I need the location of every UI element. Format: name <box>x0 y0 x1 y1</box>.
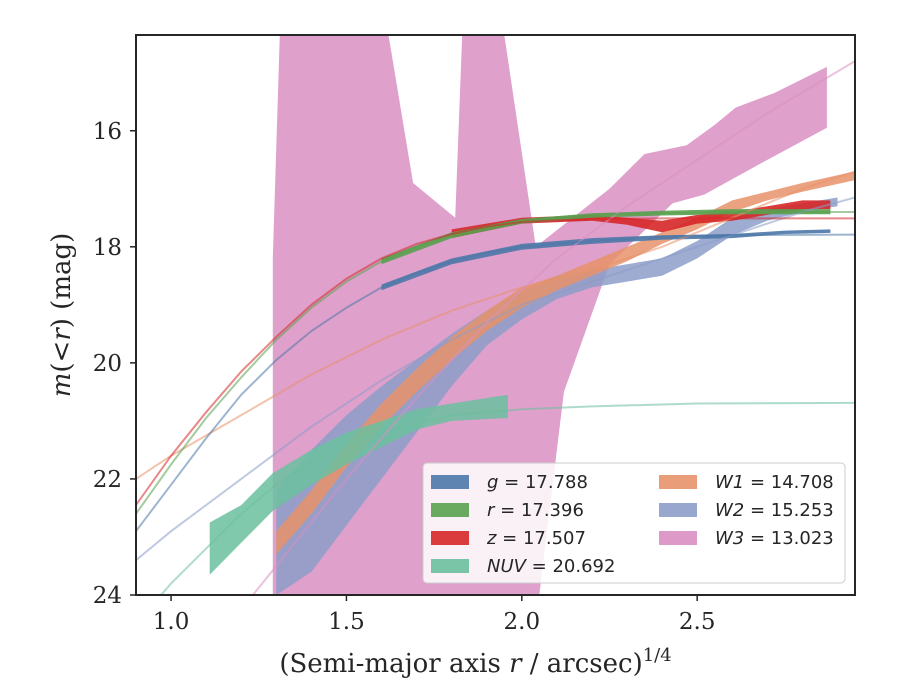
model-curve-w3 <box>251 60 855 595</box>
legend-swatch-w1 <box>659 475 697 489</box>
legend-box <box>422 462 846 584</box>
model-curve-g <box>136 233 855 532</box>
band-g <box>381 229 831 291</box>
y-tick-label: 22 <box>93 467 122 493</box>
legend-label-z: z = 17.507 <box>486 528 586 549</box>
x-tick-label: 1.5 <box>328 609 365 635</box>
legend-swatch-w3 <box>659 531 697 545</box>
legend-label-r: r = 17.396 <box>487 500 584 521</box>
legend-label-nuv: NUV = 20.692 <box>487 556 615 577</box>
legend-label-w2: W2 = 15.253 <box>715 500 834 521</box>
x-tick-label: 2.0 <box>504 609 541 635</box>
y-tick-label: 24 <box>93 583 122 609</box>
x-axis-label: (Semi-major axis r / arcsec)1/4 <box>279 645 671 679</box>
legend-swatch-g <box>431 475 469 489</box>
model-curve-nuv <box>159 401 855 595</box>
model-curve-z <box>136 217 855 506</box>
model-curve-r <box>136 211 855 515</box>
legend: g = 17.788 W1 = 14.708 r = 17.396 W2 = 15.2… <box>422 462 846 584</box>
legend-swatch-r <box>431 503 469 517</box>
legend-label-g: g = 17.788 <box>487 472 588 493</box>
y-axis-label: m(<r) (mag) <box>47 233 77 398</box>
legend-label-w1: W1 = 14.708 <box>715 472 834 493</box>
legend-swatch-nuv <box>431 559 469 573</box>
y-tick-label: 18 <box>93 235 122 261</box>
legend-swatch-z <box>431 531 469 545</box>
axes-frame <box>135 34 856 596</box>
band-w3 <box>272 35 827 595</box>
legend-label-w3: W3 = 13.023 <box>715 528 834 549</box>
models-layer <box>136 60 855 595</box>
x-tick-label: 2.5 <box>679 609 716 635</box>
legend-swatch-w2 <box>659 503 697 517</box>
axes-layer: 1.0 1.5 2.0 2.5 16 18 20 22 24 (Semi-major axis r… <box>47 34 856 679</box>
x-tick-label: 1.0 <box>153 609 190 635</box>
y-tick-label: 16 <box>93 119 122 145</box>
y-tick-label: 20 <box>93 351 122 377</box>
